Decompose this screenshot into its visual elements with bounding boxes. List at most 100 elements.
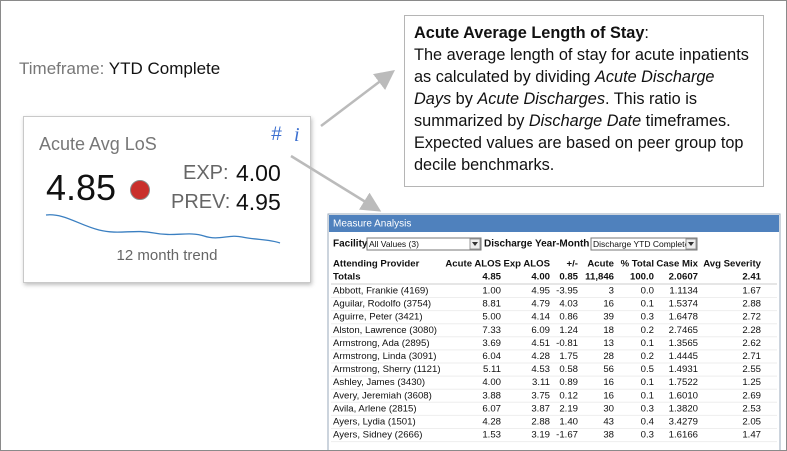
totals-cell: 4.00 — [531, 272, 550, 283]
table-cell: 3 — [609, 286, 614, 297]
table-cell: 0.2 — [641, 325, 654, 336]
filter-select[interactable] — [590, 237, 698, 251]
table-cell: Avila, Arlene (2815) — [333, 403, 417, 414]
callout-text: Discharge Date — [528, 112, 642, 130]
table-cell: 4.95 — [531, 286, 550, 297]
table-cell: 43 — [603, 417, 614, 428]
filter-select[interactable] — [366, 237, 482, 251]
callout-text: . This ratio is summarized by — [414, 90, 697, 130]
table-cell: 2.28 — [742, 325, 761, 336]
table-cell: Aguirre, Peter (3421) — [333, 312, 423, 323]
table-cell: 0.1 — [641, 299, 654, 310]
callout-text: The average length of stay for acute inp… — [414, 46, 749, 86]
table-cell: 0.1 — [641, 377, 654, 388]
exp-value: 4.00 — [236, 160, 281, 186]
totals-cell: Totals — [333, 272, 361, 283]
table-cell: 3.75 — [531, 390, 550, 401]
table-cell: 4.28 — [531, 351, 550, 362]
table-cell: 1.1134 — [669, 286, 698, 297]
dropdown-arrow — [688, 242, 694, 246]
table-cell: Armstrong, Ada (2895) — [333, 338, 430, 349]
kpi-value: 4.85 — [46, 167, 117, 208]
count-icon[interactable]: # — [271, 124, 282, 145]
table-cell: Armstrong, Sherry (1121) — [333, 364, 441, 375]
table-cell: Avery, Jeremiah (3608) — [333, 390, 432, 401]
prev-label: PREV: — [171, 191, 231, 213]
panel-titlebar — [329, 215, 779, 232]
table-cell: Ayers, Sidney (2666) — [333, 430, 422, 441]
measure-panel: Measure Analysis Facility All Values (3) Di… — [327, 213, 781, 450]
table-cell: 2.72 — [742, 312, 761, 323]
table-cell: 1.53 — [482, 430, 501, 441]
kpi-title: Acute Avg LoS — [39, 134, 157, 154]
table-cell: 2.05 — [742, 417, 761, 428]
timeframe: Timeframe: YTD Complete — [19, 59, 220, 79]
table-cell: 0.4 — [641, 417, 655, 428]
table-cell: 1.4445 — [669, 351, 698, 362]
table-cell: 0.1 — [641, 390, 654, 401]
callout-body: The average length of stay for acute inp… — [414, 46, 749, 174]
table-cell: -1.67 — [556, 430, 578, 441]
info-icon[interactable]: i — [294, 124, 300, 146]
table-cell: 1.4931 — [669, 364, 698, 375]
table-cell: 1.5374 — [669, 299, 699, 310]
table-cell: Ayers, Lydia (1501) — [333, 417, 416, 428]
table-cell: 56 — [603, 364, 614, 375]
table-cell: 16 — [603, 299, 614, 310]
table-cell: 4.03 — [559, 299, 578, 310]
table-cell: 2.53 — [742, 403, 761, 414]
table-cell: 18 — [603, 325, 614, 336]
arrow — [290, 154, 382, 212]
table-cell: 1.24 — [559, 325, 578, 336]
totals-cell: 0.85 — [559, 272, 578, 283]
table-cell: 1.3820 — [669, 403, 698, 414]
column-header: Exp ALOS — [503, 259, 550, 270]
table-cell: 5.00 — [482, 312, 501, 323]
table-cell: 39 — [603, 312, 614, 323]
sparkline — [45, 214, 281, 244]
table-cell: 4.79 — [531, 299, 550, 310]
table-cell: -0.81 — [556, 338, 578, 349]
column-header: Avg Severity — [703, 259, 761, 270]
table-cell: 8.81 — [482, 299, 501, 310]
totals-cell: 2.41 — [742, 272, 761, 283]
exp-label: EXP: — [183, 162, 229, 184]
table-cell: 4.51 — [531, 338, 550, 349]
table-cell: 3.19 — [531, 430, 550, 441]
callout-text: timeframes. Expected values are based on… — [414, 112, 744, 174]
table-cell: 0.12 — [559, 390, 578, 401]
table-cell: 1.3565 — [669, 338, 698, 349]
timeframe-value: YTD Complete — [108, 59, 221, 78]
table-cell: Ashley, James (3430) — [333, 377, 425, 388]
table-cell: 1.6478 — [669, 312, 698, 323]
table-cell: Aguilar, Rodolfo (3754) — [333, 299, 431, 310]
table-cell: 2.88 — [742, 299, 761, 310]
table-cell: 1.6166 — [669, 430, 698, 441]
table-cell: 3.69 — [482, 338, 501, 349]
table-cell: 7.33 — [482, 325, 501, 336]
table-cell: 0.3 — [641, 430, 654, 441]
column-header: Case Mix — [656, 259, 698, 270]
table-cell: 0.5 — [641, 364, 654, 375]
table-cell: Abbott, Frankie (4169) — [333, 286, 428, 297]
table-cell: 1.40 — [559, 417, 578, 428]
table-cell: 2.88 — [531, 417, 550, 428]
table-cell: 3.4279 — [669, 417, 698, 428]
table-cell: 13 — [603, 338, 614, 349]
table-cell: 0.58 — [559, 364, 578, 375]
table-cell: 2.69 — [742, 390, 761, 401]
prev-value: 4.95 — [236, 189, 281, 215]
table-cell: -3.95 — [556, 286, 578, 297]
totals-cell: 4.85 — [482, 272, 501, 283]
trend-line — [45, 214, 281, 244]
table-cell: 4.53 — [531, 364, 550, 375]
table-cell: 1.7522 — [669, 377, 698, 388]
kpi-card[interactable]: Acute Avg LoS # i 4.85 EXP: 4.00 PREV: 4… — [23, 116, 311, 283]
table-cell: 6.09 — [531, 325, 550, 336]
arrow — [320, 69, 395, 127]
panel-title: Measure Analysis — [333, 219, 411, 230]
table-cell: 5.11 — [483, 364, 501, 375]
table-cell: 4.00 — [482, 377, 501, 388]
